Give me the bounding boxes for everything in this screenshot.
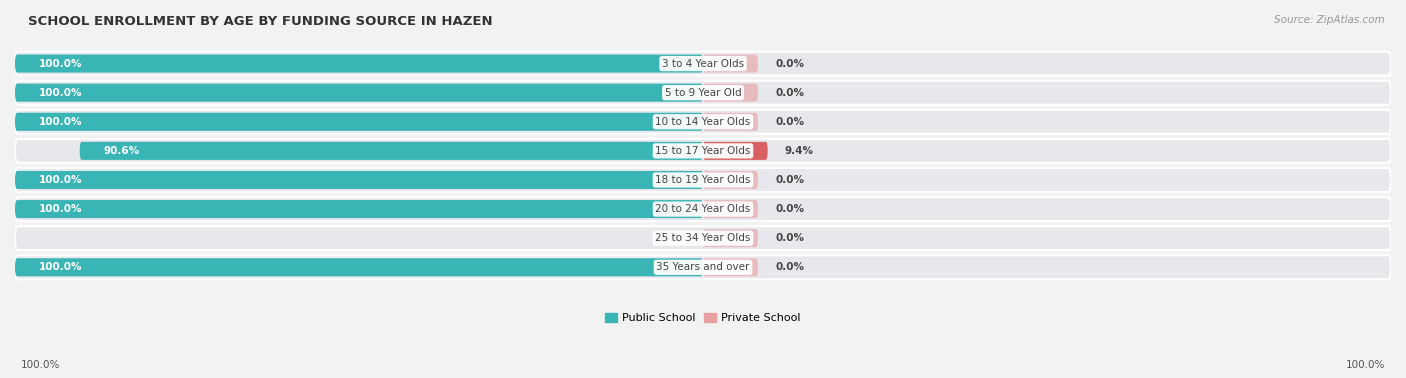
Text: 0.0%: 0.0% [775,262,804,272]
Text: 18 to 19 Year Olds: 18 to 19 Year Olds [655,175,751,185]
FancyBboxPatch shape [80,142,703,160]
Text: 100.0%: 100.0% [1346,361,1385,370]
Text: 0.0%: 0.0% [775,204,804,214]
Text: 100.0%: 100.0% [39,204,83,214]
FancyBboxPatch shape [703,113,758,131]
FancyBboxPatch shape [703,200,758,218]
FancyBboxPatch shape [703,142,768,160]
Text: 100.0%: 100.0% [39,59,83,68]
FancyBboxPatch shape [15,171,703,189]
Text: 9.4%: 9.4% [785,146,814,156]
Text: 20 to 24 Year Olds: 20 to 24 Year Olds [655,204,751,214]
Text: 0.0%: 0.0% [775,59,804,68]
FancyBboxPatch shape [15,258,703,276]
Text: Source: ZipAtlas.com: Source: ZipAtlas.com [1274,15,1385,25]
FancyBboxPatch shape [15,54,703,73]
Legend: Public School, Private School: Public School, Private School [600,308,806,327]
Text: 100.0%: 100.0% [39,262,83,272]
FancyBboxPatch shape [15,200,703,218]
Text: 25 to 34 Year Olds: 25 to 34 Year Olds [655,233,751,243]
Text: 100.0%: 100.0% [39,88,83,98]
FancyBboxPatch shape [15,110,1391,134]
Text: SCHOOL ENROLLMENT BY AGE BY FUNDING SOURCE IN HAZEN: SCHOOL ENROLLMENT BY AGE BY FUNDING SOUR… [28,15,492,28]
FancyBboxPatch shape [15,52,1391,76]
FancyBboxPatch shape [15,197,1391,221]
FancyBboxPatch shape [15,226,1391,250]
FancyBboxPatch shape [703,229,758,247]
Text: 0.0%: 0.0% [775,88,804,98]
FancyBboxPatch shape [15,139,1391,163]
FancyBboxPatch shape [15,113,703,131]
Text: 0.0%: 0.0% [661,233,689,243]
FancyBboxPatch shape [15,81,1391,105]
Text: 100.0%: 100.0% [39,175,83,185]
FancyBboxPatch shape [15,84,703,102]
Text: 3 to 4 Year Olds: 3 to 4 Year Olds [662,59,744,68]
FancyBboxPatch shape [15,168,1391,192]
Text: 35 Years and over: 35 Years and over [657,262,749,272]
Text: 0.0%: 0.0% [775,175,804,185]
FancyBboxPatch shape [15,256,1391,279]
Text: 10 to 14 Year Olds: 10 to 14 Year Olds [655,117,751,127]
Text: 90.6%: 90.6% [104,146,139,156]
Text: 5 to 9 Year Old: 5 to 9 Year Old [665,88,741,98]
FancyBboxPatch shape [703,171,758,189]
Text: 0.0%: 0.0% [775,233,804,243]
Text: 0.0%: 0.0% [775,117,804,127]
FancyBboxPatch shape [703,258,758,276]
Text: 100.0%: 100.0% [21,361,60,370]
Text: 100.0%: 100.0% [39,117,83,127]
FancyBboxPatch shape [703,84,758,102]
Text: 15 to 17 Year Olds: 15 to 17 Year Olds [655,146,751,156]
FancyBboxPatch shape [703,54,758,73]
